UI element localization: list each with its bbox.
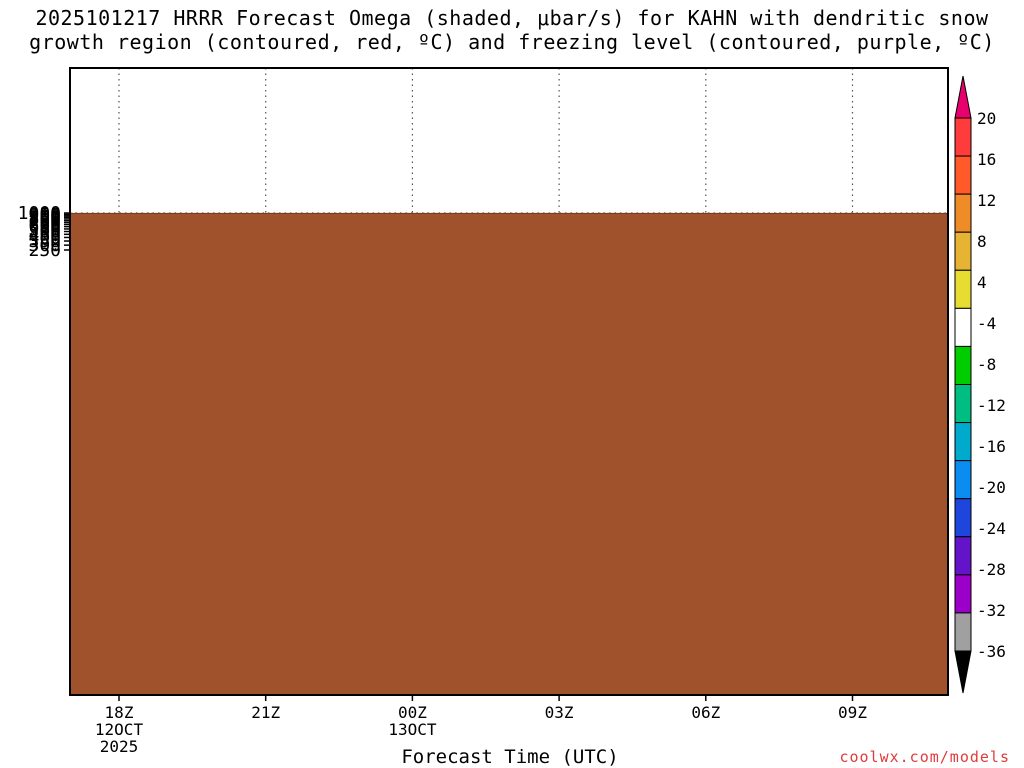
colorbar-bin-11: [954, 536, 972, 576]
x-tick-label-12-0: 06Z: [691, 703, 720, 722]
terrain-band: [70, 213, 948, 695]
colorbar-bin-2: [954, 193, 972, 233]
colorbar-bin-13: [954, 612, 972, 652]
colorbar-label-1: 16: [977, 150, 996, 169]
y-tick-label-250: 250: [28, 240, 61, 261]
colorbar-label-5: -4: [977, 314, 996, 333]
colorbar-label-7: -12: [977, 396, 1006, 415]
colorbar-label-0: 20: [977, 109, 996, 128]
x-tick-label-0-0: 18Z: [105, 703, 134, 722]
y-tick-label-500: 500: [28, 222, 61, 243]
y-tick-label-350: 350: [28, 231, 61, 252]
colorbar-bottom-arrow: [954, 650, 972, 694]
colorbar-bin-5: [954, 307, 972, 347]
colorbar-bin-4: [954, 269, 972, 309]
colorbar-label-12: -32: [977, 601, 1006, 620]
colorbar-bin-12: [954, 574, 972, 614]
y-tick-label-1000: 1000: [18, 203, 61, 224]
x-tick-label-15-0: 09Z: [838, 703, 867, 722]
colorbar-label-4: 4: [977, 273, 987, 292]
y-tick-label-950: 950: [28, 204, 61, 225]
colorbar-bin-7: [954, 384, 972, 424]
chart-title-line-1: 2025101217 HRRR Forecast Omega (shaded, …: [35, 6, 989, 30]
y-tick-label-850: 850: [28, 207, 61, 228]
x-tick-label-0-1: 12OCT: [95, 720, 144, 739]
credit-text: coolwx.com/models: [839, 748, 1010, 766]
y-tick-label-700: 700: [28, 213, 61, 234]
colorbar-label-8: -16: [977, 437, 1006, 456]
x-tick-label-3-0: 21Z: [251, 703, 280, 722]
colorbar-bin-9: [954, 460, 972, 500]
x-tick-label-6-0: 00Z: [398, 703, 427, 722]
y-tick-label-300: 300: [28, 235, 61, 256]
colorbar-bin-1: [954, 155, 972, 195]
y-tick-label-600: 600: [28, 217, 61, 238]
colorbar-bin-8: [954, 422, 972, 462]
x-tick-label-0-2: 2025: [100, 737, 139, 756]
colorbar-label-13: -36: [977, 642, 1006, 661]
x-tick-label-6-1: 13OCT: [388, 720, 437, 739]
colorbar-label-2: 12: [977, 191, 996, 210]
colorbar-bin-0: [954, 117, 972, 157]
chart-title: 2025101217 HRRR Forecast Omega (shaded, …: [0, 6, 1024, 54]
colorbar-bin-3: [954, 231, 972, 271]
x-axis-title: Forecast Time (UTC): [401, 746, 618, 768]
y-tick-label-650: 650: [28, 214, 61, 235]
y-tick-label-750: 750: [28, 211, 61, 232]
colorbar-label-9: -20: [977, 478, 1006, 497]
plot-frame: [69, 67, 949, 696]
colorbar-top-arrow: [954, 75, 972, 119]
colorbar-bin-10: [954, 498, 972, 538]
chart-title-line-2: growth region (contoured, red, ºC) and f…: [29, 30, 995, 54]
colorbar-label-10: -24: [977, 519, 1006, 538]
colorbar-bin-6: [954, 345, 972, 385]
y-tick-label-450: 450: [28, 224, 61, 245]
colorbar-label-3: 8: [977, 232, 987, 251]
y-tick-label-400: 400: [28, 227, 61, 248]
y-tick-label-800: 800: [28, 209, 61, 230]
x-tick-label-9-0: 03Z: [545, 703, 574, 722]
y-tick-label-900: 900: [28, 206, 61, 227]
colorbar-label-11: -28: [977, 560, 1006, 579]
y-tick-label-550: 550: [28, 219, 61, 240]
colorbar-label-6: -8: [977, 355, 996, 374]
